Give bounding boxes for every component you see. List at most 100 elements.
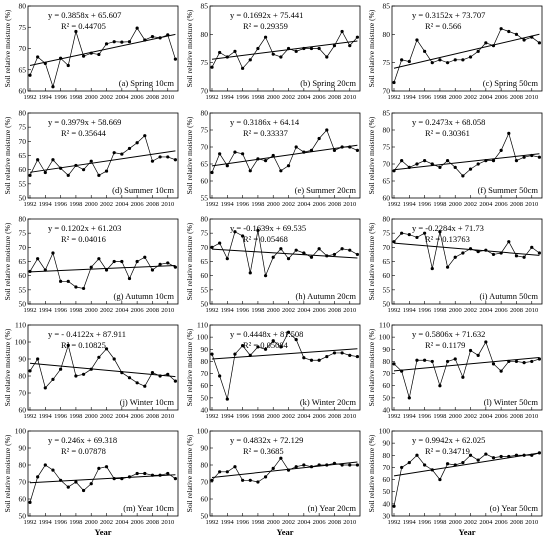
y-tick-label: 60 <box>201 381 209 390</box>
data-point <box>484 159 488 163</box>
data-point <box>537 251 542 255</box>
y-tick-label: 75 <box>19 229 27 238</box>
data-point <box>461 251 465 255</box>
y-tick-label: 50 <box>201 512 209 521</box>
data-point <box>158 473 162 477</box>
data-point <box>143 384 147 388</box>
data-point <box>43 61 47 65</box>
data-point <box>392 362 396 366</box>
data-point <box>302 150 306 154</box>
x-tick-label: 2000 <box>449 519 462 526</box>
data-point <box>530 35 534 39</box>
y-tick-label: 70 <box>383 243 391 252</box>
y-tick-label: 60 <box>19 87 27 96</box>
y-tick-label: 100 <box>15 338 27 347</box>
y-axis-title: Soil relative moisture (%) <box>185 434 194 512</box>
data-point <box>74 163 78 168</box>
y-tick-label: 60 <box>19 165 27 174</box>
x-tick-label: 2006 <box>131 519 145 526</box>
series-line <box>29 135 176 176</box>
x-tick-label: 1994 <box>221 413 235 420</box>
x-tick-label: 1998 <box>433 519 446 526</box>
data-point <box>286 330 291 334</box>
data-point <box>225 164 229 168</box>
y-tick-label: 70 <box>201 243 209 252</box>
data-point <box>468 453 473 457</box>
data-point <box>271 466 275 470</box>
data-point <box>112 357 116 361</box>
data-point <box>89 159 93 163</box>
data-point <box>461 174 465 178</box>
data-point <box>279 247 283 251</box>
x-tick-label: 2008 <box>146 94 159 101</box>
x-tick-label: 2004 <box>115 201 129 208</box>
data-point <box>241 66 245 70</box>
data-point <box>279 345 283 349</box>
data-point <box>286 257 291 261</box>
data-point <box>348 463 352 467</box>
x-tick-label: 2004 <box>297 201 311 208</box>
x-tick-label: 1994 <box>39 201 53 208</box>
data-point <box>43 268 47 272</box>
data-point <box>514 32 519 36</box>
x-tick-label: 2008 <box>328 94 341 101</box>
data-point <box>97 257 101 261</box>
data-point <box>279 169 283 173</box>
y-tick-label: 65 <box>383 257 391 266</box>
x-tick-label: 2000 <box>267 307 280 314</box>
x-tick-label: 2004 <box>479 201 493 208</box>
x-tick-label: 2010 <box>161 307 174 314</box>
data-point <box>286 468 291 472</box>
data-point <box>355 463 360 467</box>
x-tick-label: 2004 <box>479 519 493 526</box>
data-point <box>233 230 237 234</box>
data-point <box>332 252 337 257</box>
data-point <box>43 463 47 467</box>
y-tick-label: 50 <box>19 194 27 203</box>
x-tick-label: 1992 <box>206 94 219 101</box>
y-tick-label: 30 <box>383 512 391 521</box>
x-tick-label: 2008 <box>328 201 341 208</box>
regression-equation: y = 0.2473x + 68.058 <box>412 117 485 127</box>
x-tick-label: 1994 <box>39 413 53 420</box>
data-point <box>423 49 427 53</box>
data-point <box>530 359 534 364</box>
data-point <box>430 266 434 271</box>
data-point <box>507 29 511 34</box>
plot-frame <box>391 112 543 199</box>
y-tick-label: 90 <box>201 345 209 354</box>
x-tick-label: 2000 <box>85 519 98 526</box>
data-point <box>218 152 222 156</box>
y-axis-title: Soil relative moisture (%) <box>185 222 194 300</box>
data-point <box>263 274 268 278</box>
data-point <box>97 466 101 470</box>
data-point <box>120 371 124 375</box>
x-tick-label: 2010 <box>525 307 538 314</box>
data-point <box>507 454 511 459</box>
r-squared: R² = 0.07878 <box>61 446 106 456</box>
y-tick-label: 70 <box>383 463 391 472</box>
x-tick-label: 1996 <box>418 519 432 526</box>
panel-label: (k) Winter 20cm <box>300 397 357 407</box>
data-point <box>400 159 404 163</box>
y-tick-label: 80 <box>201 357 209 366</box>
data-point <box>248 478 252 482</box>
y-tick-label: 80 <box>383 451 391 460</box>
regression-equation: y = 0.3979x + 58.669 <box>48 117 121 127</box>
r-squared: R² = 0.29359 <box>243 21 288 31</box>
x-tick-label: 1992 <box>24 519 37 526</box>
data-point <box>507 240 511 244</box>
x-tick-label: 2010 <box>343 413 356 420</box>
data-point <box>491 159 496 163</box>
x-tick-label: 2004 <box>115 519 129 526</box>
x-tick-label: 2002 <box>464 201 477 208</box>
data-point <box>279 456 283 460</box>
trend-line <box>29 33 176 67</box>
data-point <box>225 257 229 261</box>
data-point <box>294 465 298 469</box>
data-point <box>309 465 314 469</box>
y-tick-label: 55 <box>383 285 391 294</box>
